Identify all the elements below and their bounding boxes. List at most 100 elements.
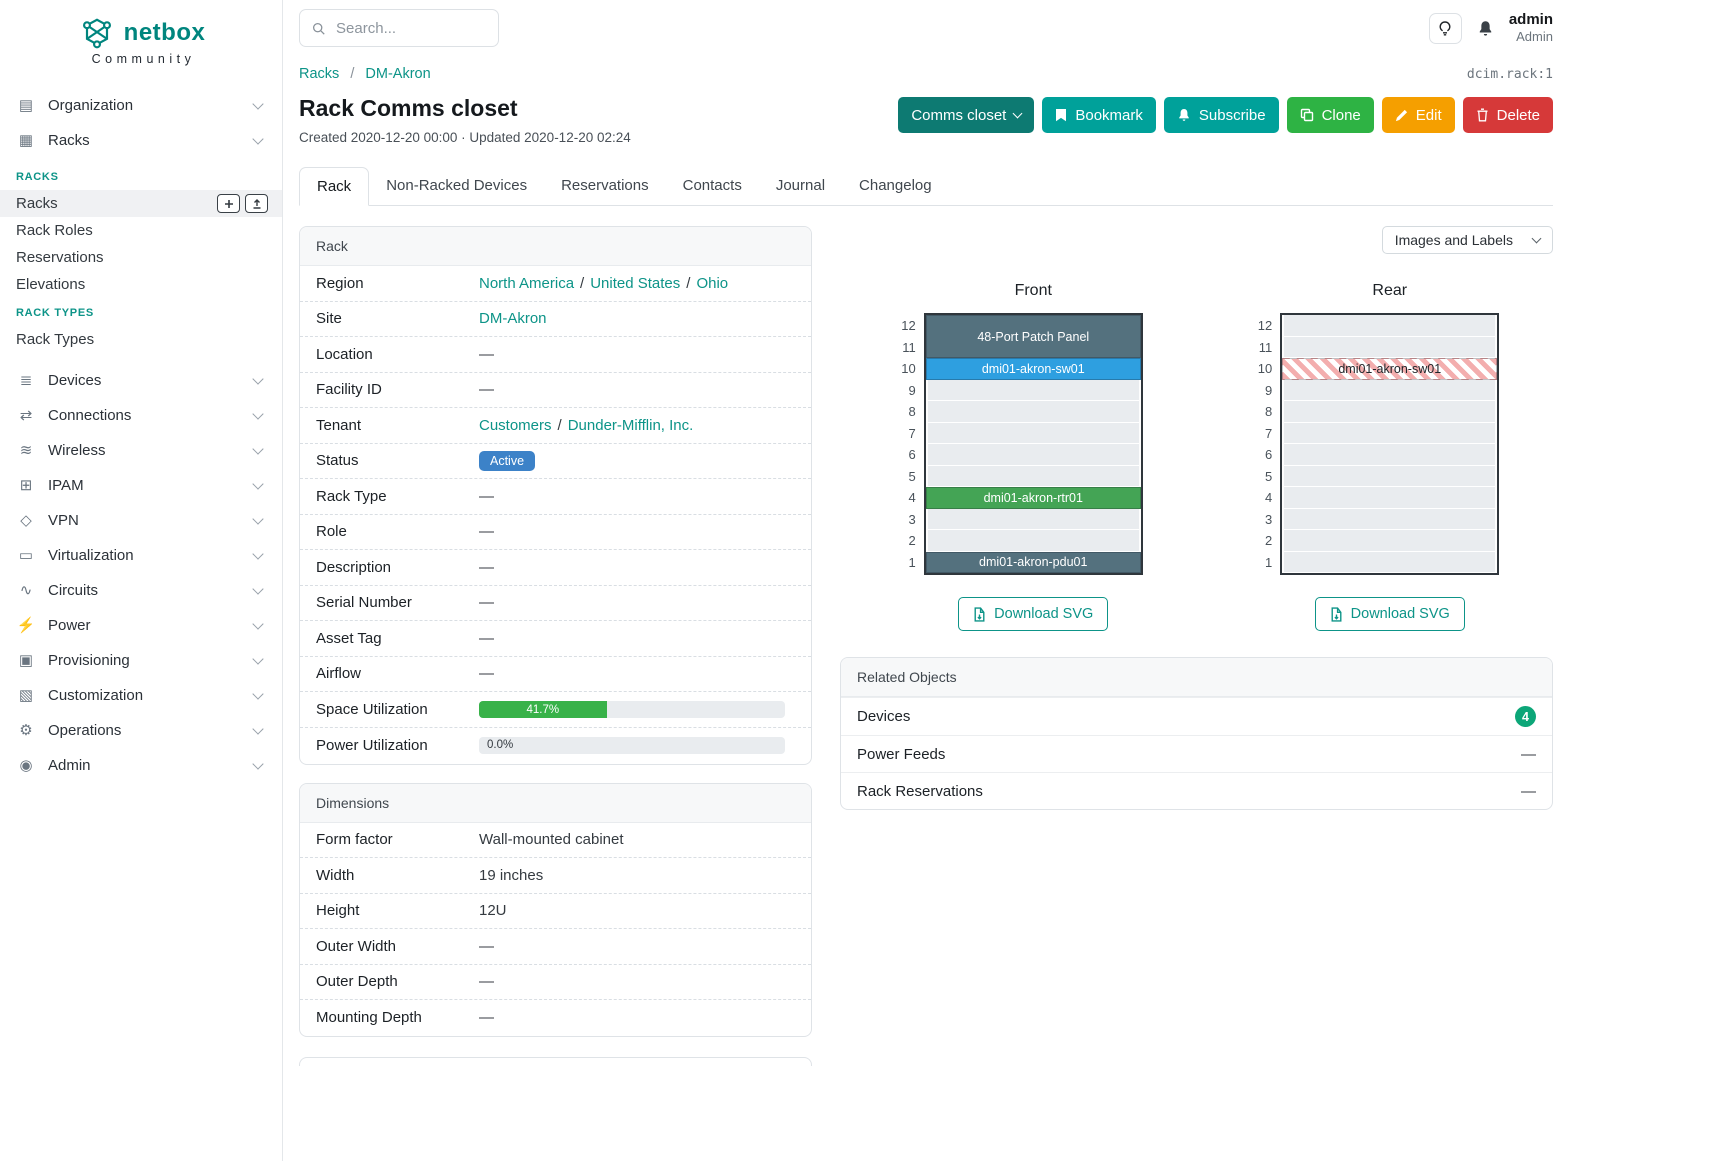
search-box[interactable] (299, 9, 499, 47)
rack-device[interactable]: dmi01-akron-pdu01 (925, 551, 1141, 573)
rack-empty-slot[interactable] (1284, 551, 1496, 573)
submenu-item-rack-roles[interactable]: Rack Roles (0, 217, 282, 244)
breadcrumb-racks-link[interactable]: Racks (299, 66, 340, 82)
sidebar-item-power[interactable]: ⚡ Power (0, 608, 282, 643)
tab-non-racked-devices[interactable]: Non-Racked Devices (386, 177, 528, 194)
rack-empty-slot[interactable] (1284, 336, 1496, 358)
sidebar-item-label: VPN (48, 512, 79, 529)
rack-empty-slot[interactable] (1284, 444, 1496, 466)
tab-contacts[interactable]: Contacts (682, 177, 742, 194)
trash-icon (1477, 108, 1488, 122)
rack-empty-slot[interactable] (1284, 465, 1496, 487)
rack-empty-slot[interactable] (1284, 508, 1496, 530)
racks-icon: ▦ (18, 132, 34, 149)
clone-button[interactable]: Clone (1286, 97, 1374, 133)
submenu-item-elevations[interactable]: Elevations (0, 271, 282, 298)
notifications-button[interactable] (1477, 20, 1494, 37)
tab-reservations[interactable]: Reservations (561, 177, 649, 194)
main-content: admin Admin Racks / DM-Akron dcim.rack:1… (283, 0, 1733, 1161)
related-row-rack-reservations[interactable]: Rack Reservations — (841, 772, 1552, 809)
tenant-link[interactable]: Dunder-Mifflin, Inc. (567, 416, 694, 434)
rear-rack-diagram: dmi01-akron-sw01 (1280, 313, 1500, 575)
rack-empty-slot[interactable] (1284, 401, 1496, 423)
attr-row-width: Width 19 inches (300, 858, 811, 894)
sidebar-item-devices[interactable]: ≣ Devices (0, 363, 282, 398)
bookmark-button[interactable]: Bookmark (1042, 97, 1156, 133)
add-rack-button[interactable] (217, 194, 240, 213)
attr-row-mounting-depth: Mounting Depth — (300, 1000, 811, 1036)
rack-device[interactable]: 48-Port Patch Panel (925, 315, 1141, 358)
attr-row-role: Role — (300, 515, 811, 550)
rack-device[interactable]: dmi01-akron-sw01 (1282, 358, 1498, 380)
submenu-item-reservations[interactable]: Reservations (0, 244, 282, 271)
attr-value: Wall-mounted cabinet (479, 831, 624, 849)
sidebar-item-admin[interactable]: ◉ Admin (0, 748, 282, 783)
sidebar-item-operations[interactable]: ⚙ Operations (0, 713, 282, 748)
rack-unit-number: 2 (908, 533, 916, 548)
delete-label: Delete (1496, 106, 1540, 124)
page-header: Rack Comms closet Created 2020-12-20 00:… (299, 95, 1553, 145)
sidebar-item-ipam[interactable]: ⊞ IPAM (0, 468, 282, 503)
bell-icon (1179, 109, 1189, 121)
rack-device[interactable]: dmi01-akron-rtr01 (925, 487, 1141, 509)
rack-empty-slot[interactable] (927, 401, 1139, 423)
delete-button[interactable]: Delete (1462, 97, 1553, 133)
import-racks-button[interactable] (245, 194, 268, 213)
rack-empty-slot[interactable] (927, 530, 1139, 552)
organization-icon: ▤ (18, 97, 34, 114)
theme-toggle-button[interactable] (1428, 12, 1462, 44)
rack-unit-number: 10 (1257, 361, 1273, 376)
rack-empty-slot[interactable] (1284, 315, 1496, 337)
context-dropdown-button[interactable]: Comms closet (898, 97, 1035, 133)
edit-button[interactable]: Edit (1381, 97, 1455, 133)
rear-download-svg-button[interactable]: Download SVG (1314, 597, 1465, 631)
tenant-group-link[interactable]: Customers (479, 416, 552, 434)
sidebar-item-racks[interactable]: ▦ Racks (0, 123, 282, 158)
related-row-power-feeds[interactable]: Power Feeds — (841, 735, 1552, 772)
rack-empty-slot[interactable] (927, 444, 1139, 466)
rack-empty-slot[interactable] (1284, 422, 1496, 444)
related-row-devices[interactable]: Devices 4 (841, 697, 1552, 735)
attr-value: — (479, 345, 494, 363)
region-link[interactable]: United States (590, 274, 681, 292)
submenu-item-racks[interactable]: Racks (0, 190, 282, 217)
rack-empty-slot[interactable] (927, 465, 1139, 487)
sidebar-item-customization[interactable]: ▧ Customization (0, 678, 282, 713)
rack-unit-number: 9 (908, 382, 916, 398)
sidebar-item-connections[interactable]: ⇄ Connections (0, 398, 282, 433)
rack-empty-slot[interactable] (927, 422, 1139, 444)
breadcrumb-site-link[interactable]: DM-Akron (365, 66, 431, 82)
sidebar-item-virtualization[interactable]: ▭ Virtualization (0, 538, 282, 573)
sidebar-item-label: Operations (48, 722, 122, 739)
front-download-svg-button[interactable]: Download SVG (958, 597, 1109, 631)
related-objects-card: Related Objects Devices 4 Power Feeds — … (840, 657, 1553, 810)
rack-empty-slot[interactable] (1284, 487, 1496, 509)
region-link[interactable]: Ohio (696, 274, 729, 292)
site-link[interactable]: DM-Akron (479, 310, 547, 328)
rack-device[interactable]: dmi01-akron-sw01 (925, 358, 1141, 380)
region-link[interactable]: North America (479, 274, 575, 292)
subscribe-button[interactable]: Subscribe (1163, 97, 1279, 133)
sidebar-item-circuits[interactable]: ∿ Circuits (0, 573, 282, 608)
brand[interactable]: netbox Community (0, 12, 282, 82)
search-input[interactable] (334, 18, 486, 38)
sidebar-item-vpn[interactable]: ◇ VPN (0, 503, 282, 538)
chevron-down-icon (1012, 108, 1023, 119)
sidebar-item-organization[interactable]: ▤ Organization (0, 88, 282, 123)
tab-journal[interactable]: Journal (775, 177, 826, 194)
sidebar-item-provisioning[interactable]: ▣ Provisioning (0, 643, 282, 678)
rack-empty-slot[interactable] (1284, 530, 1496, 552)
rack-empty-slot[interactable] (927, 379, 1139, 401)
rack-empty-slot[interactable] (1284, 379, 1496, 401)
rack-empty-slot[interactable] (927, 508, 1139, 530)
images-labels-select[interactable]: Images and Labels (1381, 226, 1553, 254)
submenu-item-rack-types[interactable]: Rack Types (0, 326, 282, 353)
related-label: Rack Reservations (857, 782, 983, 800)
download-svg-label: Download SVG (994, 606, 1094, 622)
sidebar-item-wireless[interactable]: ≋ Wireless (0, 433, 282, 468)
attr-label: Region (316, 274, 364, 292)
user-menu[interactable]: admin Admin (1509, 11, 1553, 46)
tab-rack[interactable]: Rack (299, 167, 370, 206)
chevron-down-icon (252, 372, 264, 385)
tab-changelog[interactable]: Changelog (859, 177, 932, 194)
